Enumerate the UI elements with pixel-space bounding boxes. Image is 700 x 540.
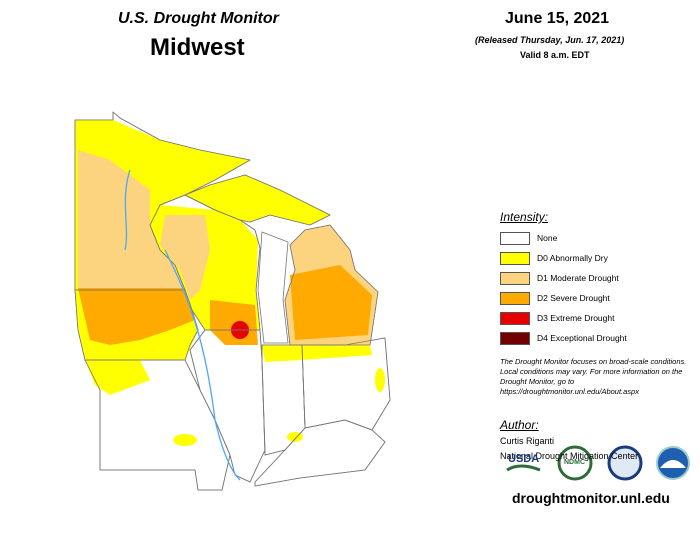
logos: [506, 445, 690, 481]
author-name: Curtis Riganti: [500, 436, 555, 446]
released: (Released Thursday, Jun. 17, 2021): [475, 35, 625, 45]
note: The Drought Monitor focuses on broad-sca…: [500, 357, 687, 396]
legend-swatch: [500, 252, 530, 265]
drought-areas: [75, 120, 385, 446]
legend-label: D0 Abnormally Dry: [537, 253, 608, 263]
legend-title: Intensity:: [500, 210, 549, 224]
drought-area: [160, 215, 210, 300]
author-org: National Drought Mitigation Center: [500, 451, 639, 461]
ndmc-logo-text: NDMC: [564, 459, 585, 466]
usda-mark: [506, 464, 541, 472]
drought-area: [85, 360, 150, 395]
legend-swatch: [500, 292, 530, 305]
title: U.S. Drought Monitor: [118, 10, 279, 27]
legend-swatch: [500, 232, 530, 245]
drought-area: [287, 432, 303, 442]
noaa-mark: [660, 460, 686, 468]
legend-label: D2 Severe Drought: [537, 293, 610, 303]
ndmc-logo: [557, 445, 593, 481]
drought-area: [375, 368, 385, 392]
rivers: [124, 169, 241, 481]
drought-area: [173, 434, 197, 446]
url: droughtmonitor.unl.edu: [512, 490, 670, 506]
drought-area: [78, 288, 195, 345]
drought-area: [262, 345, 372, 362]
legend-swatch: [500, 332, 530, 345]
legend-label: D3 Extreme Drought: [537, 313, 615, 323]
drought-area: [78, 150, 185, 290]
seal-logo: [607, 445, 643, 481]
legend-swatch: [500, 272, 530, 285]
author-title: Author:: [500, 418, 539, 432]
drought-area: [290, 265, 372, 340]
valid: Valid 8 a.m. EDT: [520, 50, 590, 60]
legend-label: None: [537, 233, 558, 243]
legend-swatch: [500, 312, 530, 325]
usda-logo: USDA: [508, 453, 540, 465]
state-borders: [74, 111, 391, 491]
date: June 15, 2021: [505, 10, 610, 27]
legend-label: D1 Moderate Drought: [537, 273, 619, 283]
legend-label: D4 Exceptional Drought: [537, 333, 627, 343]
lake-michigan: [257, 231, 289, 344]
region: Midwest: [150, 34, 245, 61]
